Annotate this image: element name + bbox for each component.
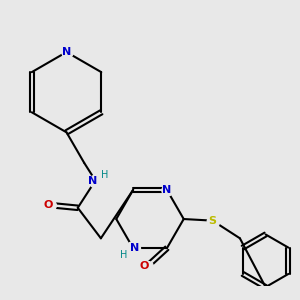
Text: O: O: [140, 261, 149, 271]
Text: N: N: [62, 47, 71, 57]
Text: O: O: [44, 200, 53, 210]
Text: H: H: [120, 250, 127, 260]
Text: S: S: [208, 216, 217, 226]
Text: N: N: [162, 185, 172, 195]
Text: N: N: [130, 243, 140, 253]
Text: H: H: [101, 170, 108, 180]
Text: N: N: [88, 176, 98, 185]
